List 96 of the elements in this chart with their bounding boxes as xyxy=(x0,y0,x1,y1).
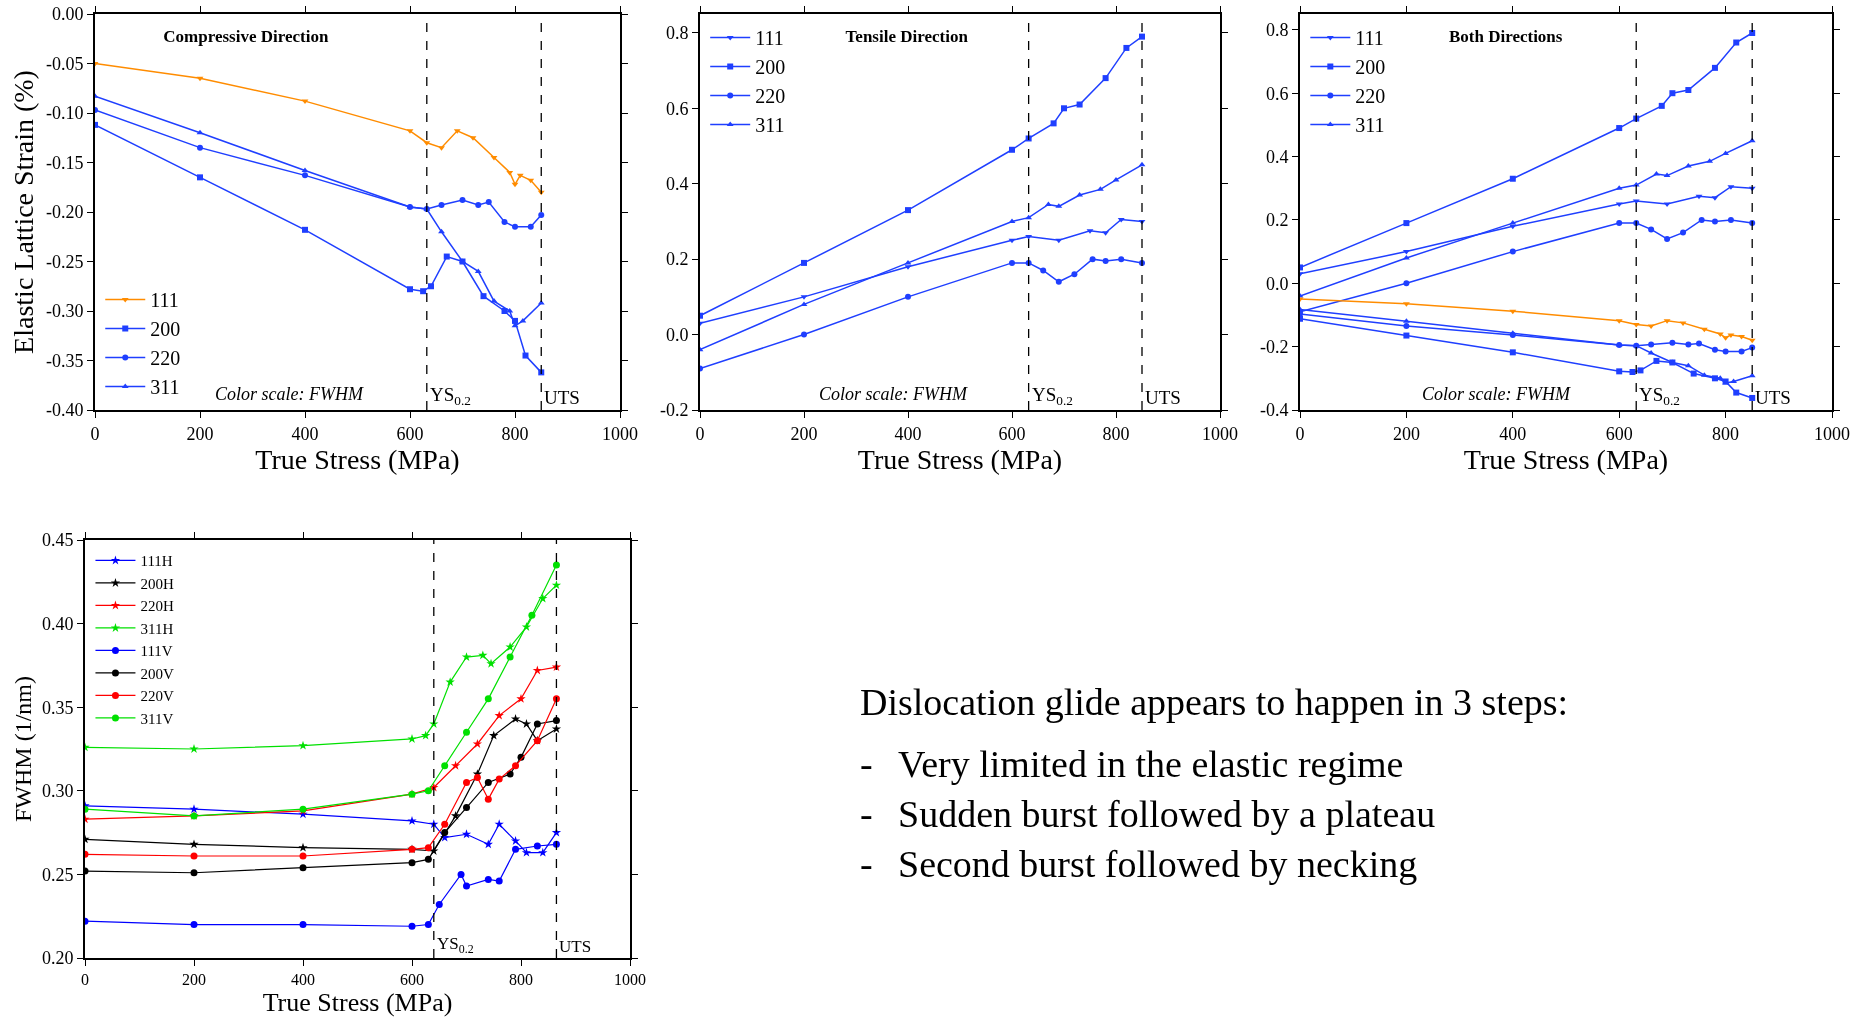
y-tick-label: -0.2 xyxy=(1259,336,1289,357)
ref-line-label: YS$_{0.2}$ xyxy=(1639,384,1680,408)
legend-label: 111V xyxy=(140,643,173,660)
legend-label: 200 xyxy=(150,318,181,341)
y-tick-label: 0.0 xyxy=(665,324,689,345)
x-tick-label: 0 xyxy=(1295,423,1305,444)
ref-line-label: UTS xyxy=(1145,387,1181,408)
ref-line-label: YS$_{0.2}$ xyxy=(437,934,474,956)
text: Dislocation glide appears to happen in 3 steps: xyxy=(860,680,1570,724)
ref-line-label: UTS xyxy=(544,387,580,408)
x-tick-label: 400 xyxy=(1499,423,1527,444)
text: - Sudden burst followed by a plateau xyxy=(860,792,1437,836)
annotation: Color scale: FWHM xyxy=(819,384,968,404)
ref-line-label: UTS xyxy=(559,937,592,956)
x-axis-title: True Stress (MPa) xyxy=(255,443,460,475)
x-axis-title: True Stress (MPa) xyxy=(1463,443,1669,475)
x-tick-label: 800 xyxy=(1712,423,1740,444)
x-axis-title: True Stress (MPa) xyxy=(262,988,453,1018)
y-tick-label: 0.4 xyxy=(1265,146,1289,167)
y-axis-title: Elastic Lattice Strain (%) xyxy=(8,70,40,354)
y-tick-label: 0.8 xyxy=(1265,20,1289,41)
legend-label: 200 xyxy=(1355,56,1386,79)
y-tick-label: -0.15 xyxy=(45,152,84,173)
y-tick-label: -0.25 xyxy=(45,251,84,272)
legend-label: 311 xyxy=(150,376,180,399)
y-tick-label: -0.2 xyxy=(659,400,689,421)
text: Compressive Direction xyxy=(163,26,329,46)
legend-label: 220 xyxy=(755,85,786,108)
x-tick-label: 600 xyxy=(400,971,424,989)
x-tick-label: 400 xyxy=(291,971,315,989)
y-tick-label: 0.00 xyxy=(51,4,84,25)
x-tick-label: 600 xyxy=(396,423,424,444)
legend-label: 200V xyxy=(140,665,174,682)
x-tick-label: 400 xyxy=(894,423,922,444)
y-tick-label: 0.8 xyxy=(665,23,689,44)
y-tick-label: 0.45 xyxy=(41,530,74,551)
y-tick-label: 0.35 xyxy=(41,697,74,718)
y-tick-label: -0.30 xyxy=(45,301,84,322)
legend-label: 311 xyxy=(755,114,785,137)
x-tick-label: 200 xyxy=(182,971,206,989)
x-tick-label: 600 xyxy=(1605,423,1633,444)
legend-label: 311V xyxy=(140,710,174,727)
x-tick-label: 1000 xyxy=(1202,423,1238,444)
ref-line-label: YS$_{0.2}$ xyxy=(430,384,471,408)
y-tick-label: -0.35 xyxy=(45,350,84,371)
x-tick-label: 200 xyxy=(186,423,214,444)
annotation: Color scale: FWHM xyxy=(215,384,364,404)
y-tick-label: -0.10 xyxy=(45,103,84,124)
y-tick-label: -0.05 xyxy=(45,53,84,74)
x-tick-label: 1000 xyxy=(1814,423,1850,444)
legend-label: 220V xyxy=(140,688,174,705)
y-tick-label: 0.6 xyxy=(665,98,689,119)
y-tick-label: 0.25 xyxy=(41,864,74,885)
legend-label: 220 xyxy=(1355,85,1386,108)
x-tick-label: 0 xyxy=(81,971,89,989)
legend-label: 200H xyxy=(140,575,174,592)
y-tick-label: -0.4 xyxy=(1259,400,1289,421)
x-tick-label: 800 xyxy=(1102,423,1130,444)
legend-label: 111 xyxy=(1355,27,1384,50)
y-tick-label: -0.40 xyxy=(45,400,84,421)
x-tick-label: 400 xyxy=(291,423,319,444)
y-axis-title: FWHM (1/nm) xyxy=(9,676,36,822)
legend-label: 311 xyxy=(1355,114,1385,137)
y-tick-label: 0.20 xyxy=(41,948,74,969)
x-tick-label: 800 xyxy=(509,971,533,989)
ref-line-label: UTS xyxy=(1755,387,1791,408)
text: Tensile Direction xyxy=(845,26,969,46)
x-tick-label: 0 xyxy=(90,423,100,444)
y-tick-label: 0.2 xyxy=(665,249,689,270)
x-tick-label: 600 xyxy=(998,423,1026,444)
legend-label: 220H xyxy=(140,598,174,615)
y-tick-label: 0.4 xyxy=(665,174,689,195)
y-tick-label: 0.2 xyxy=(1265,210,1289,231)
x-tick-label: 0 xyxy=(695,423,705,444)
x-tick-label: 1000 xyxy=(602,423,638,444)
y-tick-label: 0.40 xyxy=(41,613,74,634)
legend-label: 220 xyxy=(150,347,181,370)
y-tick-label: 0.6 xyxy=(1265,83,1289,104)
ref-line-label: YS$_{0.2}$ xyxy=(1032,384,1073,408)
x-tick-label: 1000 xyxy=(614,971,646,989)
legend-label: 111 xyxy=(150,289,179,312)
text: - Second burst followed by necking xyxy=(860,842,1419,886)
legend-label: 111H xyxy=(140,553,173,570)
x-tick-label: 200 xyxy=(1392,423,1420,444)
y-tick-label: 0.30 xyxy=(41,781,74,802)
legend-label: 200 xyxy=(755,56,786,79)
text: Both Directions xyxy=(1448,26,1563,46)
annotation: Color scale: FWHM xyxy=(1422,384,1571,404)
y-tick-label: 0.0 xyxy=(1265,273,1289,294)
text: - Very limited in the elastic regime xyxy=(860,742,1405,786)
x-tick-label: 200 xyxy=(790,423,818,444)
x-tick-label: 800 xyxy=(501,423,529,444)
legend-label: 111 xyxy=(755,27,784,50)
legend-label: 311H xyxy=(140,620,174,637)
y-tick-label: -0.20 xyxy=(45,202,84,223)
x-axis-title: True Stress (MPa) xyxy=(857,443,1063,475)
